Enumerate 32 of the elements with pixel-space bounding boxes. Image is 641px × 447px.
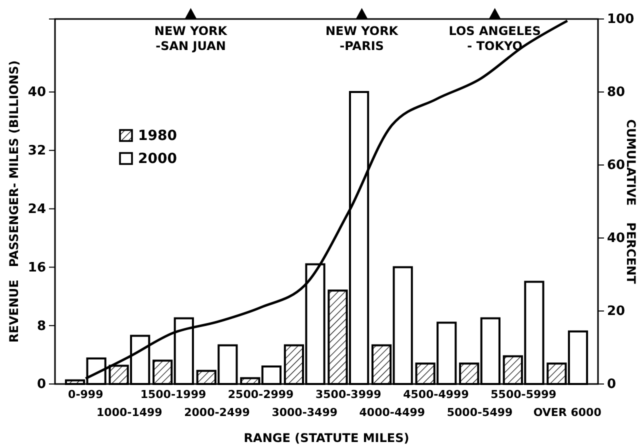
legend-label: 1980 <box>138 128 178 144</box>
annotation: LOS ANGELES - TOKYO <box>448 24 541 53</box>
y-tick-label: 0 <box>36 377 46 392</box>
y-axis-title: REVENUE PASSENGER- MILES (BILLIONS) <box>7 60 21 343</box>
y-tick-label: 24 <box>28 202 46 217</box>
y-tick-label: 40 <box>28 85 46 100</box>
x-axis-title: RANGE (STATUTE MILES) <box>244 431 410 445</box>
x-tick-label: 4000-4499 <box>359 406 426 419</box>
legend-label: 2000 <box>138 151 178 167</box>
y2-tick-label: 0 <box>607 377 616 392</box>
x-tick-label: 5000-5499 <box>446 406 513 419</box>
y-tick-label: 32 <box>28 144 46 159</box>
x-tick-label: 3000-3499 <box>272 406 338 419</box>
y2-tick-label: 100 <box>607 12 634 28</box>
annotation: NEW YORK -SAN JUAN <box>154 24 228 53</box>
y2-tick-label: 20 <box>607 304 626 320</box>
y2-tick-label: 80 <box>607 85 626 100</box>
x-tick-label: 0-999 <box>68 388 104 401</box>
y-tick-label: 16 <box>28 260 46 276</box>
x-tick-label: 1500-1999 <box>140 388 206 401</box>
x-tick-label: 2000-2499 <box>184 406 250 419</box>
x-tick-label: 5500-5999 <box>490 388 556 401</box>
y2-tick-label: 60 <box>607 158 626 174</box>
x-tick-label: 4500-4999 <box>403 388 469 401</box>
y2-tick-label: 40 <box>607 231 626 246</box>
annotation: NEW YORK -PARIS <box>325 24 399 53</box>
x-tick-label: 2500-2999 <box>228 388 294 401</box>
y2-axis-title: CUMULATIVE PERCENT <box>624 119 638 285</box>
x-tick-label: 3500-3999 <box>315 388 382 401</box>
x-tick-label: OVER 6000 <box>533 406 602 419</box>
y-tick-label: 8 <box>36 318 46 334</box>
x-tick-label: 1000-1499 <box>96 406 162 419</box>
